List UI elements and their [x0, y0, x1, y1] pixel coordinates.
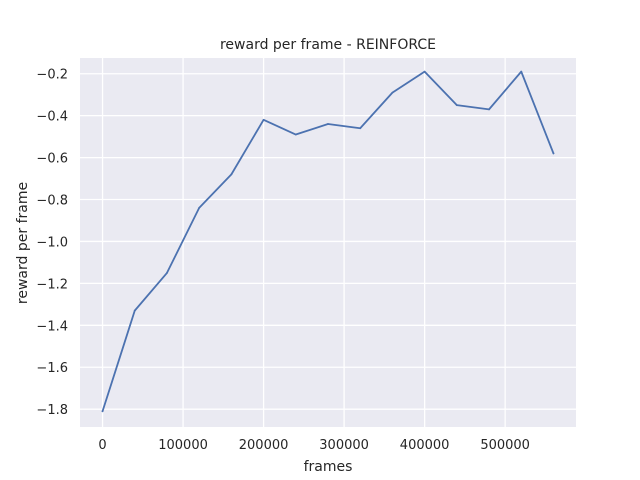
y-tick-label: −0.6: [36, 152, 68, 167]
data-point: [133, 309, 136, 312]
data-point: [520, 70, 523, 73]
x-axis-label: frames: [304, 459, 353, 475]
y-gridlines: [80, 73, 576, 410]
y-tick-label: −1.2: [36, 277, 68, 292]
chart-title: reward per frame - REINFORCE: [220, 37, 436, 53]
y-tick-label: −1.8: [36, 403, 68, 418]
data-point: [359, 127, 362, 130]
y-axis-label: reward per frame: [15, 182, 31, 304]
x-tick-labels: 0 100000 200000 300000 400000 500000: [98, 438, 530, 453]
data-point: [391, 91, 394, 94]
x-tick-label: 200000: [239, 438, 289, 453]
data-point: [552, 152, 555, 155]
data-point: [423, 70, 426, 73]
series-group: [101, 70, 555, 413]
y-tick-label: −0.2: [36, 68, 68, 83]
x-tick-label: 100000: [158, 438, 208, 453]
y-tick-label: −0.4: [36, 110, 68, 125]
y-tick-label: −1.0: [36, 235, 68, 250]
y-tick-label: −1.6: [36, 361, 68, 376]
data-point: [262, 118, 265, 121]
data-point: [455, 104, 458, 107]
x-tick-label: 500000: [480, 438, 530, 453]
data-point: [488, 108, 490, 111]
x-tick-label: 300000: [319, 438, 369, 453]
y-tick-label: −0.8: [36, 194, 68, 209]
x-tick-label: 400000: [400, 438, 450, 453]
x-tick-label: 0: [98, 438, 106, 453]
data-point: [198, 207, 201, 209]
data-point: [327, 123, 329, 125]
data-point: [101, 410, 104, 413]
y-tick-label: −1.4: [36, 319, 68, 334]
data-point: [166, 272, 168, 274]
data-point: [294, 133, 297, 136]
plot-area: [80, 58, 576, 427]
data-point: [230, 173, 233, 176]
y-tick-labels: −1.8 −1.6 −1.4 −1.2 −1.0 −0.8 −0.6 −0.4 −0.2: [36, 68, 68, 418]
